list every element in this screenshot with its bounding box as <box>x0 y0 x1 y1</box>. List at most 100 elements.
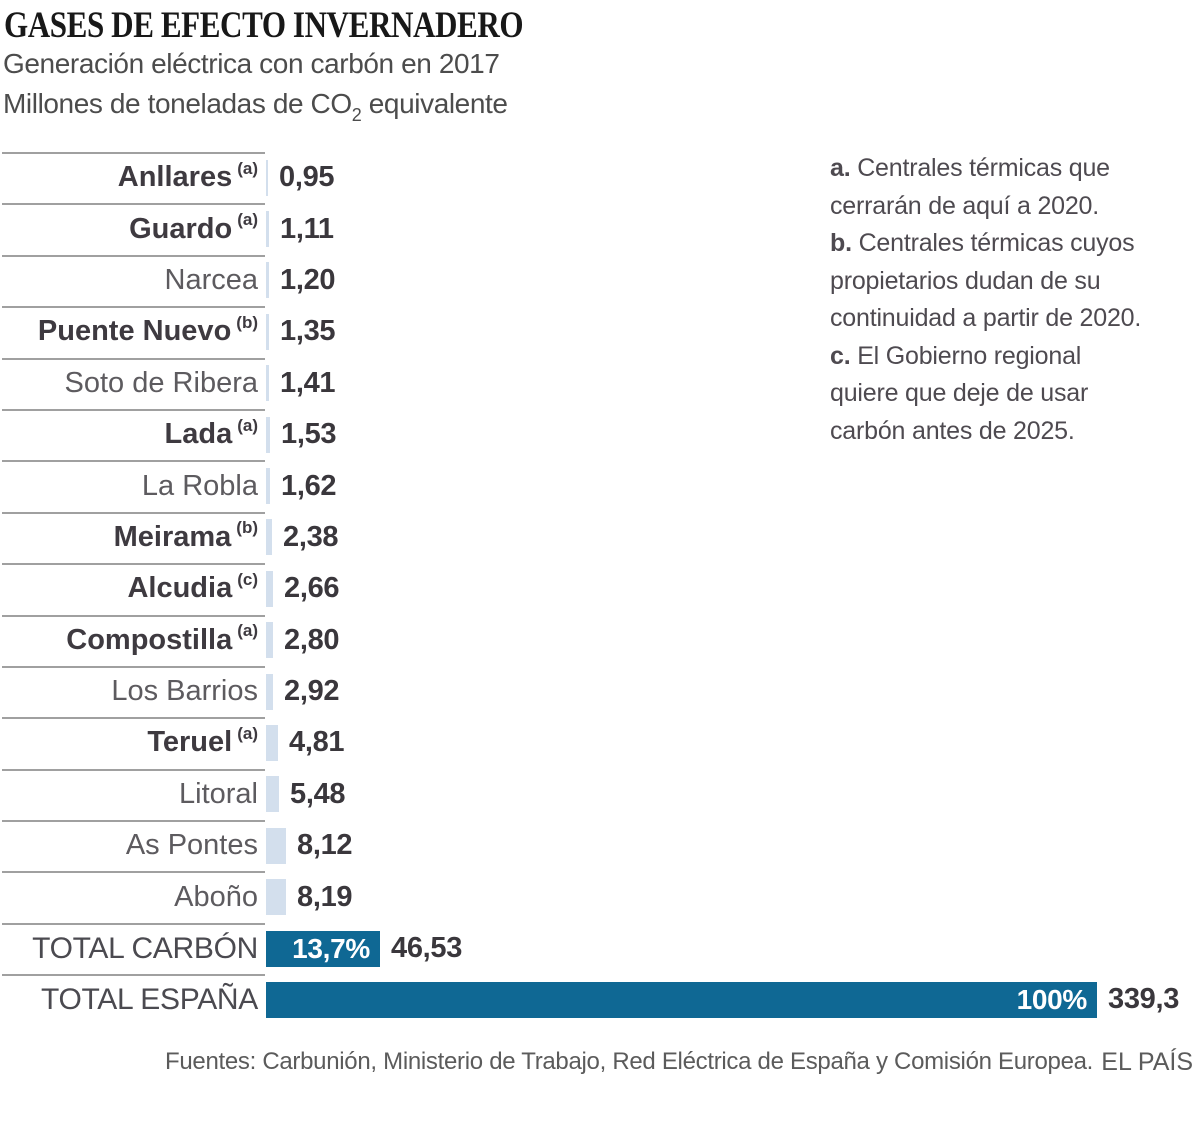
chart-row: Compostilla (a) 2,80 <box>0 614 1200 666</box>
publisher-brand: EL PAÍS <box>1101 1048 1193 1076</box>
row-label: As Pontes <box>0 820 258 871</box>
bar-zone: 8,12 <box>266 820 353 871</box>
plant-name: TOTAL ESPAÑA <box>40 982 258 1016</box>
value-bar <box>266 519 272 556</box>
chart-row: Meirama (b) 2,38 <box>0 511 1200 563</box>
plant-name: Los Barrios <box>111 675 258 708</box>
chart-row: Guardo (a) 1,11 <box>0 203 1200 254</box>
row-label: Lada (a) <box>0 409 258 460</box>
value-label: 2,38 <box>283 520 339 553</box>
row-label: Soto de Ribera <box>0 358 258 409</box>
row-label: Narcea <box>0 255 259 306</box>
footnote-marker: (b) <box>236 518 258 538</box>
bar-zone: 8,19 <box>266 871 353 922</box>
row-label: La Robla <box>0 460 258 511</box>
row-divider <box>2 871 265 874</box>
value-label: 1,41 <box>280 366 336 399</box>
value-bar <box>266 313 269 350</box>
value-label: 2,80 <box>284 623 340 656</box>
row-divider <box>2 820 265 823</box>
value-bar <box>266 365 269 402</box>
footnote-marker: (c) <box>237 569 258 589</box>
bar-chart: Anllares (a) 0,95 Guardo (a) 1,11 <box>0 152 1200 1026</box>
unit-label-suffix: equivalente <box>361 88 508 119</box>
chart-row: Narcea 1,20 <box>0 254 1200 306</box>
plant-name: Anllares <box>117 161 233 194</box>
bar-zone: 1,11 <box>266 203 334 254</box>
footnote-marker: (a) <box>237 210 258 230</box>
chart-row: La Robla 1,62 <box>0 460 1200 511</box>
bar-zone: 1,35 <box>266 306 336 357</box>
bar-zone: 4,81 <box>266 717 345 768</box>
plant-name: Narcea <box>164 263 259 296</box>
plant-name: Alcudia <box>127 572 233 605</box>
chart-row: Teruel (a) 4,81 <box>0 717 1200 768</box>
footnote-c-text: El Gobierno regional quiere que deje de … <box>830 341 1089 445</box>
row-label: Litoral <box>0 769 258 820</box>
footnote-b: b. Centrales térmicas cuyos propietarios… <box>830 225 1146 338</box>
value-label: 1,62 <box>281 469 337 502</box>
bar-zone: 1,53 <box>266 409 337 460</box>
bar-zone: 2,66 <box>266 563 340 614</box>
plant-name: Meirama <box>113 520 232 553</box>
chart-row: Aboño 8,19 <box>0 871 1200 922</box>
value-label: 1,35 <box>280 315 336 348</box>
value-label: 1,53 <box>281 418 337 451</box>
chart-unit-label: Millones de toneladas de CO2 equivalente <box>3 88 508 125</box>
row-divider <box>2 254 265 257</box>
row-divider <box>2 306 265 309</box>
bar-zone: 1,62 <box>266 460 337 511</box>
row-divider <box>2 717 265 720</box>
bar-zone: 1,20 <box>266 255 336 306</box>
value-bar <box>266 570 273 607</box>
chart-row: TOTAL ESPAÑA 100% 339,3 <box>0 974 1200 1025</box>
row-divider <box>2 665 265 668</box>
bar-zone: 5,48 <box>266 769 346 820</box>
row-label: Anllares (a) <box>0 152 258 203</box>
value-label: 4,81 <box>289 726 345 759</box>
plant-name: As Pontes <box>125 829 258 862</box>
row-label: Meirama (b) <box>0 512 258 563</box>
row-divider <box>2 152 265 154</box>
bar-zone: 2,80 <box>266 615 340 666</box>
value-bar <box>266 724 278 761</box>
bar-zone: 2,92 <box>266 666 340 717</box>
footnote-b-text: Centrales térmicas cuyos propietarios du… <box>830 229 1142 332</box>
footnote-a-key: a. <box>830 154 851 182</box>
plant-name: Puente Nuevo <box>37 315 232 348</box>
plant-name: Aboño <box>174 880 258 913</box>
footnote-marker: (b) <box>236 312 258 332</box>
footnote-marker: (a) <box>237 158 258 178</box>
chart-row: Lada (a) 1,53 <box>0 408 1200 460</box>
plant-name: Lada <box>164 418 233 451</box>
percent-label: 13,7% <box>292 932 370 964</box>
footnote-marker: (a) <box>237 723 258 743</box>
value-bar: 13,7% <box>266 930 380 967</box>
row-label: Guardo (a) <box>0 203 258 254</box>
footnote-a: a. Centrales térmicas que cerrarán de aq… <box>830 150 1146 225</box>
value-label: 46,53 <box>391 932 463 965</box>
value-bar <box>266 211 269 248</box>
chart-row: TOTAL CARBÓN 13,7% 46,53 <box>0 922 1200 974</box>
row-label: TOTAL CARBÓN <box>0 923 258 974</box>
row-divider <box>2 614 265 617</box>
value-label: 2,92 <box>284 675 340 708</box>
value-label: 8,19 <box>297 880 353 913</box>
footnote-c: c. El Gobierno regional quiere que deje … <box>830 338 1146 451</box>
plant-name: La Robla <box>141 469 258 502</box>
plant-name: Teruel <box>147 726 233 759</box>
footnote-a-text: Centrales térmicas que cerrarán de aquí … <box>830 154 1110 220</box>
row-divider <box>2 768 265 771</box>
plant-name: TOTAL CARBÓN <box>32 931 258 965</box>
value-label: 1,11 <box>280 212 334 245</box>
value-bar <box>266 776 279 813</box>
row-label: Compostilla (a) <box>0 615 258 666</box>
row-label: Alcudia (c) <box>0 563 258 614</box>
unit-label-prefix: Millones de toneladas de CO <box>3 88 352 119</box>
chart-row: Puente Nuevo (b) 1,35 <box>0 306 1200 357</box>
row-divider <box>2 408 265 411</box>
row-divider <box>2 922 265 925</box>
plant-name: Litoral <box>179 777 258 810</box>
value-bar <box>266 879 286 916</box>
value-bar <box>266 262 269 299</box>
